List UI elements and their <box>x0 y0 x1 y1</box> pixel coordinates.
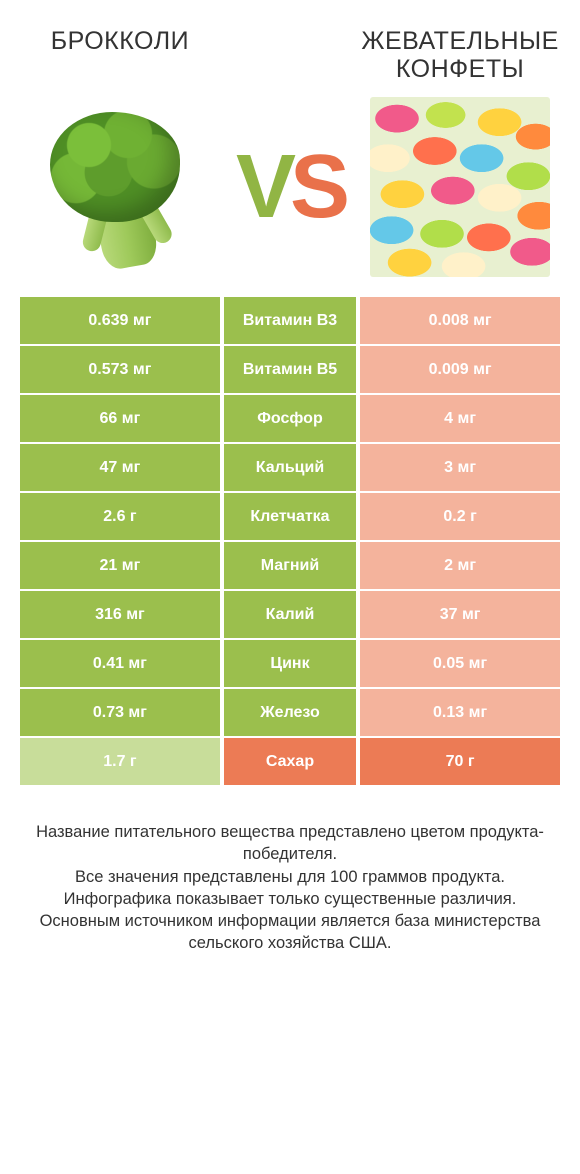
footer-line-3: Инфографика показывает только существенн… <box>30 888 550 910</box>
jellybeans-icon <box>370 97 550 277</box>
left-value: 0.573 мг <box>20 344 220 393</box>
left-value: 1.7 г <box>20 736 220 785</box>
left-value: 0.639 мг <box>20 295 220 344</box>
table-row: 1.7 гСахар70 г <box>20 736 560 785</box>
right-value: 70 г <box>360 736 560 785</box>
nutrient-label: Клетчатка <box>220 491 360 540</box>
left-value: 21 мг <box>20 540 220 589</box>
header-right: ЖЕВАТЕЛЬНЫЕ КОНФЕТЫ <box>360 28 560 83</box>
right-value: 0.008 мг <box>360 295 560 344</box>
header: БРОККОЛИ ЖЕВАТЕЛЬНЫЕ КОНФЕТЫ <box>0 0 580 97</box>
table-row: 0.639 мгВитамин B30.008 мг <box>20 295 560 344</box>
right-value: 4 мг <box>360 393 560 442</box>
right-value: 0.13 мг <box>360 687 560 736</box>
table-row: 47 мгКальций3 мг <box>20 442 560 491</box>
right-image-cell <box>360 97 560 277</box>
right-value: 0.2 г <box>360 491 560 540</box>
table-row: 0.573 мгВитамин B50.009 мг <box>20 344 560 393</box>
table-row: 66 мгФосфор4 мг <box>20 393 560 442</box>
nutrient-label: Кальций <box>220 442 360 491</box>
vs-s: S <box>290 137 344 237</box>
footer-notes: Название питательного вещества представл… <box>0 785 580 955</box>
left-image-cell <box>20 97 220 277</box>
footer-line-1: Название питательного вещества представл… <box>30 821 550 866</box>
nutrient-label: Магний <box>220 540 360 589</box>
nutrient-label: Калий <box>220 589 360 638</box>
right-value: 3 мг <box>360 442 560 491</box>
header-mid <box>220 28 360 83</box>
left-value: 2.6 г <box>20 491 220 540</box>
right-value: 0.009 мг <box>360 344 560 393</box>
left-value: 0.73 мг <box>20 687 220 736</box>
nutrient-label: Сахар <box>220 736 360 785</box>
table-row: 0.73 мгЖелезо0.13 мг <box>20 687 560 736</box>
right-value: 2 мг <box>360 540 560 589</box>
left-product-title: БРОККОЛИ <box>51 28 189 56</box>
right-value: 0.05 мг <box>360 638 560 687</box>
right-product-title: ЖЕВАТЕЛЬНЫЕ КОНФЕТЫ <box>360 28 560 83</box>
nutrient-table: 0.639 мгВитамин B30.008 мг0.573 мгВитами… <box>0 295 580 785</box>
images-row: VS <box>0 97 580 295</box>
left-value: 66 мг <box>20 393 220 442</box>
nutrient-label: Витамин B3 <box>220 295 360 344</box>
nutrient-label: Фосфор <box>220 393 360 442</box>
footer-line-2: Все значения представлены для 100 граммо… <box>30 866 550 888</box>
table-row: 316 мгКалий37 мг <box>20 589 560 638</box>
nutrient-label: Железо <box>220 687 360 736</box>
comparison-infographic: БРОККОЛИ ЖЕВАТЕЛЬНЫЕ КОНФЕТЫ VS 0.639 мг… <box>0 0 580 1174</box>
table-row: 0.41 мгЦинк0.05 мг <box>20 638 560 687</box>
vs-label: VS <box>236 142 344 232</box>
nutrient-label: Витамин B5 <box>220 344 360 393</box>
table-row: 2.6 гКлетчатка0.2 г <box>20 491 560 540</box>
left-value: 316 мг <box>20 589 220 638</box>
broccoli-icon <box>30 97 210 277</box>
vs-v: V <box>236 137 290 237</box>
left-value: 47 мг <box>20 442 220 491</box>
nutrient-label: Цинк <box>220 638 360 687</box>
header-left: БРОККОЛИ <box>20 28 220 83</box>
right-value: 37 мг <box>360 589 560 638</box>
vs-cell: VS <box>220 142 360 232</box>
table-row: 21 мгМагний2 мг <box>20 540 560 589</box>
left-value: 0.41 мг <box>20 638 220 687</box>
footer-line-4: Основным источником информации является … <box>30 910 550 955</box>
